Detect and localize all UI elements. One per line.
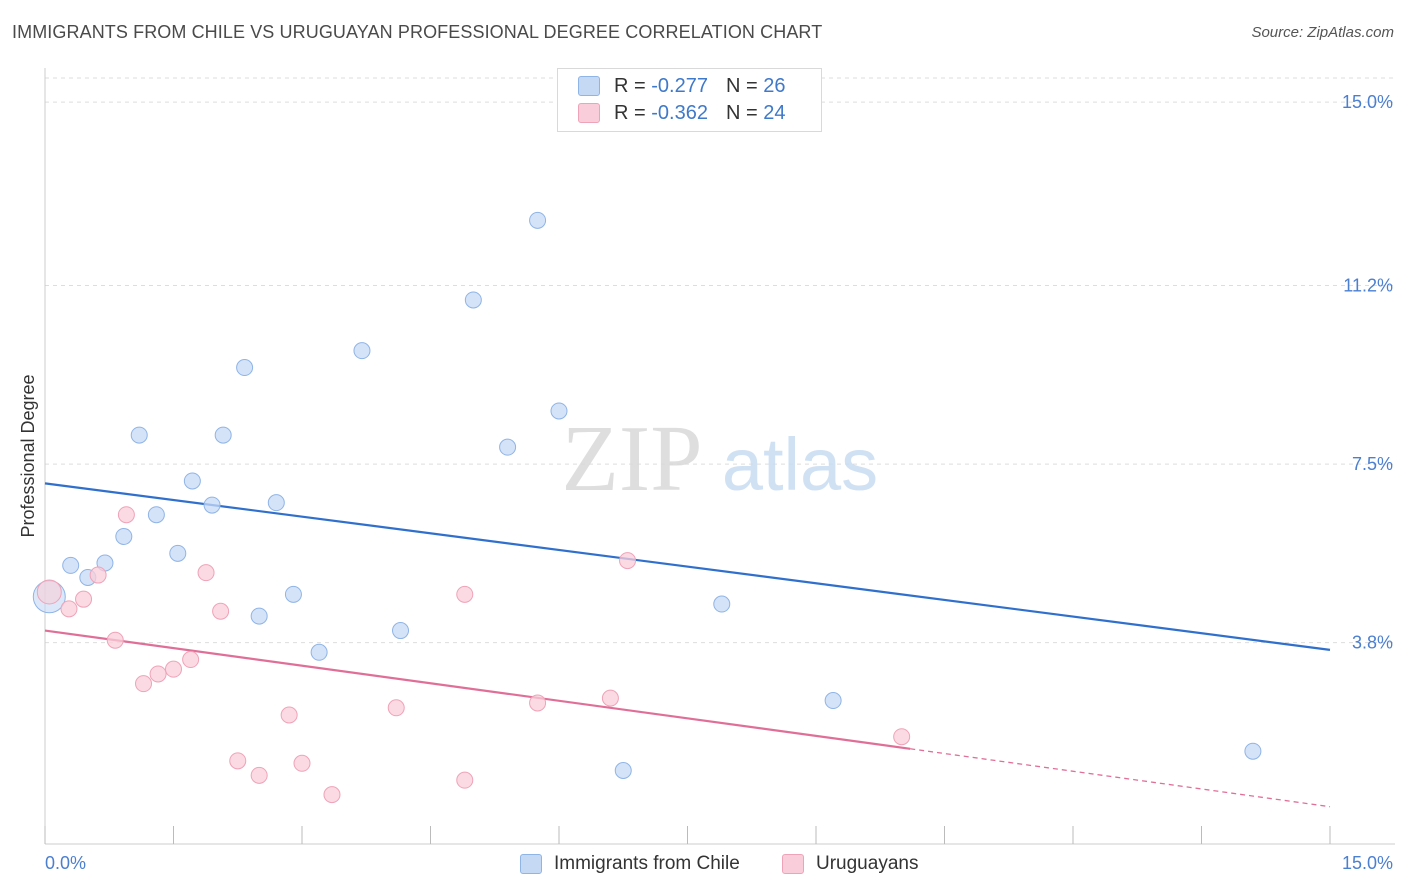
source-label: Source: ZipAtlas.com: [1251, 24, 1394, 41]
point-uruguayans: [106, 631, 124, 649]
point-chile: [1244, 742, 1262, 760]
point-uruguayans: [529, 694, 547, 712]
point-uruguayans: [197, 564, 215, 582]
point-chile: [824, 692, 842, 710]
point-uruguayans: [89, 566, 107, 584]
chart-title: IMMIGRANTS FROM CHILE VS URUGUAYAN PROFE…: [12, 22, 823, 42]
y-tick-label: 7.5%: [1352, 454, 1393, 474]
legend-row-uruguayans: R = -0.362 N = 24: [578, 100, 785, 126]
point-uruguayans: [456, 585, 474, 603]
point-uruguayans: [619, 552, 637, 570]
legend-r-label: R =: [614, 74, 646, 97]
point-uruguayans: [117, 506, 135, 524]
trendline-extension-uruguayans: [910, 748, 1331, 808]
series-swatch-blue: [520, 854, 542, 874]
y-axis-title: Professional Degree: [18, 374, 38, 537]
point-uruguayans: [280, 706, 298, 724]
point-chile: [169, 544, 187, 562]
watermark-atlas: atlas: [722, 423, 878, 506]
watermark-zip: ZIP: [562, 407, 703, 511]
legend-n-label: N =: [725, 101, 758, 124]
legend-r-value-chile: -0.277: [651, 74, 708, 97]
point-chile: [214, 426, 232, 444]
point-chile: [236, 359, 254, 377]
series-swatch-pink: [782, 854, 804, 874]
y-tick-label: 15.0%: [1342, 92, 1393, 112]
watermark: ZIP atlas: [562, 407, 879, 511]
point-chile: [130, 426, 148, 444]
point-chile: [392, 622, 410, 640]
legend-n-value-chile: 26: [763, 74, 786, 97]
point-uruguayans: [212, 602, 230, 620]
point-uruguayans: [456, 771, 474, 789]
point-chile: [464, 291, 482, 309]
point-chile: [614, 762, 632, 780]
point-chile: [353, 342, 371, 360]
series-legend-chile: Immigrants from Chile: [520, 851, 740, 877]
point-chile: [267, 494, 285, 512]
point-uruguayans: [75, 590, 93, 608]
point-chile: [115, 527, 133, 545]
y-tick-label: 11.2%: [1343, 276, 1393, 296]
series-label-uruguayans: Uruguayans: [816, 853, 919, 874]
point-chile: [499, 438, 517, 456]
point-uruguayans: [182, 651, 200, 669]
legend-n-label: N =: [725, 74, 758, 97]
points-layer: [32, 211, 1262, 804]
trend-layer: [44, 482, 1331, 808]
label-layer: 3.8% 7.5% 11.2% 15.0% 0.0% 15.0% Professional …: [18, 92, 1393, 873]
axis-layer: [44, 68, 1395, 845]
point-uruguayans: [387, 699, 405, 717]
point-chile: [147, 506, 165, 524]
point-uruguayans: [229, 752, 247, 770]
point-uruguayans: [250, 766, 268, 784]
legend-r-label: R =: [614, 101, 646, 124]
point-chile: [529, 211, 547, 229]
correlation-legend: R = -0.277 N = 26 R = -0.362 N = 24: [557, 68, 822, 132]
series-legend-uruguayans: Uruguayans: [782, 851, 918, 877]
point-chile: [713, 595, 731, 613]
point-uruguayans: [60, 600, 78, 618]
point-uruguayans: [293, 754, 311, 772]
legend-swatch-pink: [578, 103, 600, 123]
legend-r-value-uruguayans: -0.362: [651, 101, 708, 124]
point-chile: [284, 585, 302, 603]
point-chile: [250, 607, 268, 625]
point-uruguayans: [601, 689, 619, 707]
point-uruguayans: [135, 675, 153, 693]
point-uruguayans: [165, 660, 182, 678]
point-uruguayans: [893, 728, 911, 746]
point-chile: [203, 496, 221, 514]
trendline-uruguayans: [44, 629, 911, 750]
point-chile: [62, 556, 80, 574]
legend-swatch-blue: [578, 76, 600, 96]
y-tick-label: 3.8%: [1352, 633, 1393, 653]
series-label-chile: Immigrants from Chile: [554, 853, 740, 874]
point-chile: [310, 643, 328, 661]
x-tick-label-max: 15.0%: [1342, 853, 1393, 873]
legend-row-chile: R = -0.277 N = 26: [578, 73, 785, 99]
x-tick-label-min: 0.0%: [45, 853, 86, 873]
point-uruguayans: [36, 579, 62, 605]
legend-n-value-uruguayans: 24: [763, 101, 786, 124]
trendline-chile: [44, 482, 1331, 651]
point-chile: [183, 472, 201, 490]
point-chile: [550, 402, 568, 420]
point-uruguayans: [323, 786, 341, 804]
point-uruguayans: [149, 665, 167, 683]
